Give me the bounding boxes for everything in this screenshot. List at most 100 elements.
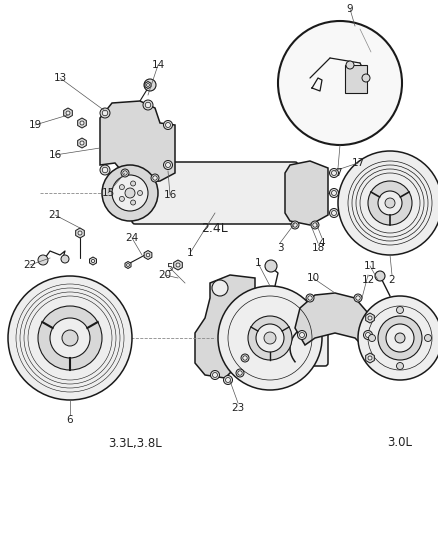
- Circle shape: [331, 211, 336, 215]
- Circle shape: [277, 21, 401, 145]
- Circle shape: [152, 176, 157, 180]
- Circle shape: [329, 189, 338, 198]
- Text: 15: 15: [101, 188, 114, 198]
- Circle shape: [50, 318, 90, 358]
- Text: 9: 9: [346, 4, 353, 14]
- Polygon shape: [89, 257, 96, 265]
- Circle shape: [62, 330, 78, 346]
- Circle shape: [247, 316, 291, 360]
- Circle shape: [384, 198, 394, 208]
- Text: 1: 1: [186, 248, 193, 258]
- Circle shape: [363, 330, 372, 340]
- Circle shape: [165, 163, 170, 167]
- Text: 14: 14: [151, 60, 164, 70]
- Circle shape: [307, 296, 311, 300]
- Circle shape: [329, 168, 338, 177]
- Circle shape: [240, 354, 248, 362]
- Circle shape: [8, 276, 132, 400]
- Circle shape: [130, 200, 135, 205]
- Circle shape: [353, 294, 361, 302]
- Text: 12: 12: [360, 275, 374, 285]
- Text: 21: 21: [48, 210, 61, 220]
- Circle shape: [299, 333, 304, 337]
- Circle shape: [396, 306, 403, 313]
- Circle shape: [218, 286, 321, 390]
- Circle shape: [263, 332, 276, 344]
- Polygon shape: [78, 118, 86, 128]
- Circle shape: [255, 324, 283, 352]
- Circle shape: [367, 181, 411, 225]
- Circle shape: [424, 335, 431, 342]
- Polygon shape: [125, 262, 131, 269]
- Circle shape: [329, 208, 338, 217]
- Circle shape: [365, 333, 370, 337]
- Text: 11: 11: [363, 261, 376, 271]
- Circle shape: [66, 111, 70, 115]
- Circle shape: [80, 121, 84, 125]
- Text: 5: 5: [166, 263, 173, 273]
- Circle shape: [374, 271, 384, 281]
- Circle shape: [119, 196, 124, 201]
- Text: 4: 4: [318, 238, 325, 248]
- Circle shape: [100, 108, 110, 118]
- Circle shape: [102, 165, 158, 221]
- Circle shape: [137, 190, 142, 196]
- Text: 3.3L,3.8L: 3.3L,3.8L: [108, 437, 162, 449]
- Circle shape: [146, 253, 149, 257]
- Circle shape: [165, 123, 170, 127]
- Circle shape: [38, 306, 102, 370]
- Text: 22: 22: [23, 260, 36, 270]
- Circle shape: [163, 120, 172, 130]
- Circle shape: [225, 377, 230, 383]
- Circle shape: [367, 356, 371, 360]
- Circle shape: [357, 296, 438, 380]
- FancyBboxPatch shape: [266, 310, 327, 366]
- Circle shape: [121, 169, 129, 177]
- Circle shape: [223, 376, 232, 384]
- Circle shape: [151, 174, 159, 182]
- Circle shape: [91, 260, 94, 263]
- Circle shape: [146, 84, 149, 86]
- Circle shape: [125, 188, 135, 198]
- Polygon shape: [64, 108, 72, 118]
- Text: 7: 7: [334, 168, 340, 178]
- Text: 16: 16: [163, 190, 176, 200]
- Text: 17: 17: [350, 158, 364, 168]
- Circle shape: [361, 74, 369, 82]
- Circle shape: [119, 184, 124, 190]
- Circle shape: [331, 171, 336, 175]
- Circle shape: [377, 316, 421, 360]
- Text: 13: 13: [53, 73, 67, 83]
- Text: 3: 3: [276, 243, 283, 253]
- Circle shape: [396, 362, 403, 369]
- Text: 24: 24: [125, 233, 138, 243]
- Text: 2: 2: [388, 275, 394, 285]
- Polygon shape: [145, 82, 151, 88]
- Circle shape: [345, 61, 353, 69]
- Circle shape: [61, 255, 69, 263]
- Polygon shape: [365, 313, 374, 323]
- Text: 6: 6: [67, 415, 73, 425]
- Circle shape: [290, 221, 298, 229]
- Circle shape: [237, 371, 242, 375]
- Polygon shape: [144, 251, 152, 260]
- Circle shape: [163, 160, 172, 169]
- Circle shape: [100, 165, 110, 175]
- Circle shape: [310, 221, 318, 229]
- Circle shape: [130, 181, 135, 186]
- Text: 20: 20: [158, 270, 171, 280]
- Circle shape: [78, 231, 82, 235]
- Polygon shape: [173, 260, 182, 270]
- Circle shape: [331, 190, 336, 196]
- Text: 10: 10: [306, 273, 319, 283]
- Polygon shape: [194, 275, 254, 378]
- Circle shape: [102, 167, 107, 173]
- Circle shape: [394, 333, 404, 343]
- Text: 19: 19: [28, 120, 42, 130]
- Polygon shape: [284, 161, 327, 225]
- Circle shape: [312, 223, 317, 227]
- Polygon shape: [100, 101, 175, 183]
- Circle shape: [38, 255, 48, 265]
- Circle shape: [236, 369, 244, 377]
- Circle shape: [367, 316, 371, 320]
